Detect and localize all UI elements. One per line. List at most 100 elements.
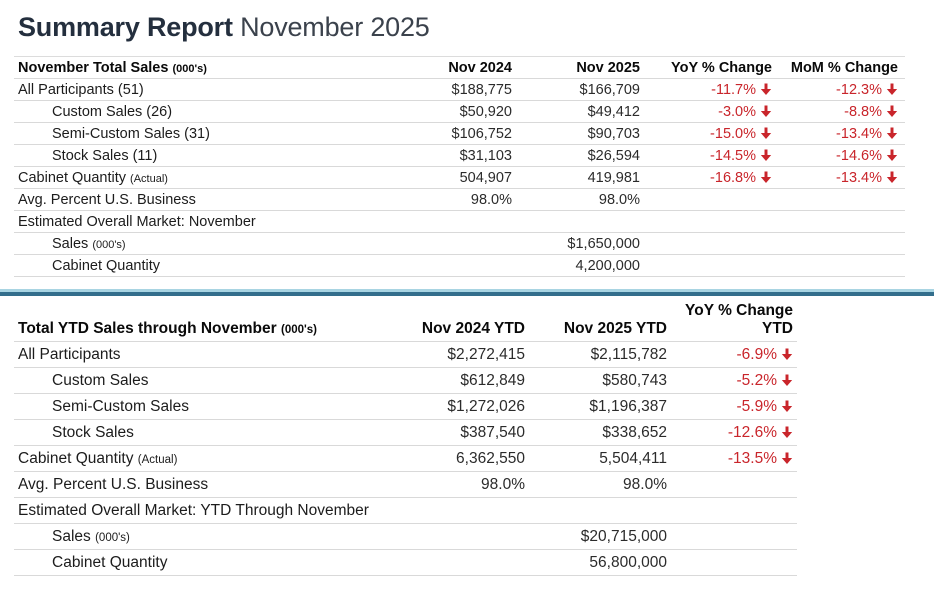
yoy-change-value: -5.2% xyxy=(667,372,793,390)
down-arrow-icon xyxy=(886,127,898,140)
row-label: Avg. Percent U.S. Business xyxy=(18,475,209,493)
nov-2025-ytd-value: $1,196,387 xyxy=(589,397,667,415)
row-label: Sales (000's) xyxy=(52,235,126,252)
row-label: Avg. Percent U.S. Business xyxy=(18,191,196,208)
label-note: (Actual) xyxy=(130,172,168,185)
nov-2025-value: 4,200,000 xyxy=(575,257,640,274)
table-row-all-participants: All Participants (51) $188,775 $166,709 … xyxy=(14,79,905,101)
yoy-change-value: -6.9% xyxy=(667,346,793,364)
table-row-market-sales: Sales (000's) $20,715,000 xyxy=(14,524,797,550)
section-divider xyxy=(0,289,934,296)
label-note: (000's) xyxy=(95,531,130,544)
table-row-cabinet-quantity: Cabinet Quantity (Actual) 504,907 419,98… xyxy=(14,167,905,189)
yoy-change-value: -13.5% xyxy=(667,450,793,468)
nov-2025-value: $90,703 xyxy=(587,125,640,142)
column-header-mom-change: MoM % Change xyxy=(790,59,898,76)
mom-change-value: -8.8% xyxy=(772,104,898,120)
nov-2025-value: 98.0% xyxy=(598,191,640,208)
table-header-row: Total YTD Sales through November (000's)… xyxy=(14,296,797,342)
nov-2024-value: $50,920 xyxy=(459,103,512,120)
column-header-label: Total YTD Sales through November (000's) xyxy=(18,320,317,337)
table-header-row: November Total Sales (000's) Nov 2024 No… xyxy=(14,57,905,79)
row-label: All Participants xyxy=(18,345,121,363)
november-total-sales-table: November Total Sales (000's) Nov 2024 No… xyxy=(14,56,905,277)
row-label: All Participants (51) xyxy=(18,81,144,98)
table-row-all-participants: All Participants $2,272,415 $2,115,782 -… xyxy=(14,342,797,368)
column-header-label: November Total Sales (000's) xyxy=(18,59,207,76)
row-label: Cabinet Quantity xyxy=(52,553,168,571)
down-arrow-icon xyxy=(781,400,793,413)
table-row-semi-custom-sales: Semi-Custom Sales (31) $106,752 $90,703 … xyxy=(14,123,905,145)
down-arrow-icon xyxy=(760,171,772,184)
down-arrow-icon xyxy=(760,105,772,118)
down-arrow-icon xyxy=(760,149,772,162)
yoy-change-value: -12.6% xyxy=(667,424,793,442)
nov-2024-value: 98.0% xyxy=(470,191,512,208)
mom-change-value: -12.3% xyxy=(772,82,898,98)
table-row-estimated-overall-market: Estimated Overall Market: November xyxy=(14,211,905,233)
down-arrow-icon xyxy=(781,452,793,465)
ytd-sales-table: Total YTD Sales through November (000's)… xyxy=(14,296,797,576)
table-row-semi-custom-sales: Semi-Custom Sales $1,272,026 $1,196,387 … xyxy=(14,394,797,420)
nov-2025-ytd-value: 98.0% xyxy=(623,475,667,493)
nov-2024-ytd-value: $612,849 xyxy=(460,371,525,389)
table-row-stock-sales: Stock Sales (11) $31,103 $26,594 -14.5% … xyxy=(14,145,905,167)
table-row-market-sales: Sales (000's) $1,650,000 xyxy=(14,233,905,255)
label-note: (Actual) xyxy=(137,453,178,466)
nov-2024-ytd-value: $1,272,026 xyxy=(447,397,525,415)
nov-2025-value: 419,981 xyxy=(587,169,640,186)
down-arrow-icon xyxy=(886,83,898,96)
nov-2025-ytd-value: $20,715,000 xyxy=(580,527,667,545)
mom-change-value: -13.4% xyxy=(772,170,898,186)
row-label: Cabinet Quantity (Actual) xyxy=(18,449,178,467)
divider-light-line xyxy=(0,289,934,292)
row-label: Custom Sales xyxy=(52,371,149,389)
table-row-cabinet-quantity: Cabinet Quantity (Actual) 6,362,550 5,50… xyxy=(14,446,797,472)
table-row-avg-percent-us-business: Avg. Percent U.S. Business 98.0% 98.0% xyxy=(14,472,797,498)
row-label: Estimated Overall Market: YTD Through No… xyxy=(18,501,369,519)
down-arrow-icon xyxy=(781,374,793,387)
nov-2025-ytd-value: 5,504,411 xyxy=(599,449,667,467)
label-note: (000's) xyxy=(92,238,126,251)
divider-dark-line xyxy=(0,292,934,296)
table-row-custom-sales: Custom Sales (26) $50,920 $49,412 -3.0% … xyxy=(14,101,905,123)
yoy-change-value: -15.0% xyxy=(640,126,772,142)
down-arrow-icon xyxy=(760,83,772,96)
row-label: Semi-Custom Sales xyxy=(52,397,189,415)
table-row-avg-percent-us-business: Avg. Percent U.S. Business 98.0% 98.0% xyxy=(14,189,905,211)
yoy-change-value: -5.9% xyxy=(667,398,793,416)
nov-2024-ytd-value: 98.0% xyxy=(481,475,525,493)
column-header-nov-2025-ytd: Nov 2025 YTD xyxy=(563,320,667,337)
row-label: Estimated Overall Market: November xyxy=(18,213,256,230)
nov-2024-ytd-value: $387,540 xyxy=(460,423,525,441)
nov-2025-value: $1,650,000 xyxy=(567,235,640,252)
down-arrow-icon xyxy=(760,127,772,140)
nov-2025-value: $166,709 xyxy=(579,81,640,98)
label-note: (000's) xyxy=(280,324,317,336)
yoy-change-value: -11.7% xyxy=(640,82,772,98)
table-row-estimated-overall-market: Estimated Overall Market: YTD Through No… xyxy=(14,498,797,524)
nov-2024-value: $106,752 xyxy=(451,125,512,142)
column-header-yoy-change: YoY % Change xyxy=(671,59,772,76)
row-label: Stock Sales (11) xyxy=(52,147,158,164)
row-label: Cabinet Quantity xyxy=(52,257,161,274)
row-label: Semi-Custom Sales (31) xyxy=(52,125,210,142)
nov-2025-ytd-value: $580,743 xyxy=(602,371,667,389)
down-arrow-icon xyxy=(886,171,898,184)
nov-2025-value: $49,412 xyxy=(587,103,640,120)
row-label: Sales (000's) xyxy=(52,527,130,545)
down-arrow-icon xyxy=(781,426,793,439)
yoy-change-value: -3.0% xyxy=(640,104,772,120)
page-title-report-name: Summary Report xyxy=(18,12,233,42)
page-title-period: November 2025 xyxy=(240,12,430,42)
down-arrow-icon xyxy=(781,348,793,361)
column-header-nov-2025: Nov 2025 xyxy=(576,59,640,76)
yoy-change-value: -16.8% xyxy=(640,170,772,186)
nov-2024-value: $188,775 xyxy=(451,81,512,98)
nov-2024-value: 504,907 xyxy=(459,169,512,186)
nov-2025-ytd-value: 56,800,000 xyxy=(589,553,667,571)
nov-2025-value: $26,594 xyxy=(587,147,640,164)
column-header-nov-2024: Nov 2024 xyxy=(448,59,512,76)
table-row-market-cabinet-quantity: Cabinet Quantity 56,800,000 xyxy=(14,550,797,576)
nov-2024-ytd-value: 6,362,550 xyxy=(456,449,525,467)
